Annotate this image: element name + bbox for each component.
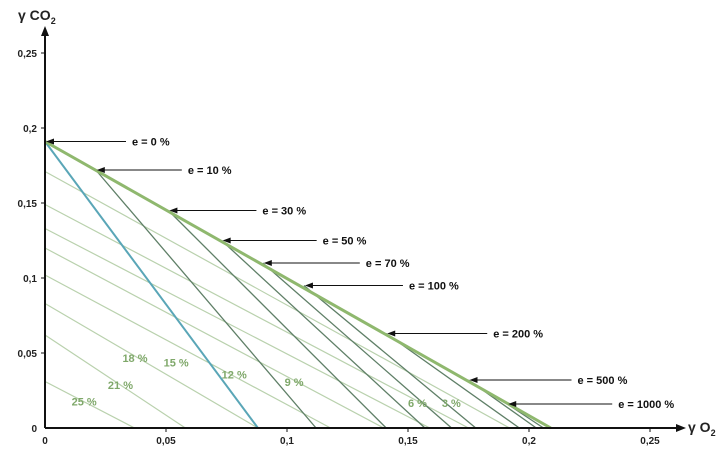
excess-label-e-10: e = 10 % (188, 165, 232, 177)
iso-line-3 (44, 170, 510, 429)
excess-label-e-70: e = 70 % (366, 258, 410, 270)
excess-air-lines (44, 140, 544, 429)
excess-label-e-30: e = 30 % (262, 206, 306, 218)
x-axis-label: γ O2 (688, 419, 716, 438)
y-tick-label-5: 0,25 (18, 49, 38, 60)
excess-label-e-500: e = 500 % (578, 375, 628, 387)
arrow-head-e-50 (222, 237, 231, 244)
excess-label-e-0: e = 0 % (132, 137, 170, 149)
iso-label-6: 6 % (408, 398, 427, 410)
iso-line-25 (44, 380, 135, 429)
excess-label-e-200: e = 200 % (493, 329, 543, 341)
x-tick-label-3: 0,15 (398, 436, 418, 447)
x-tick-label-4: 0,2 (522, 436, 536, 447)
arrow-head-e-1000 (508, 401, 517, 407)
iso-line-15 (44, 274, 331, 429)
axes: 0 0,05 0,1 0,15 0,2 0,25 0 0,05 0,1 0,15 0,2 0,25 γ … (18, 7, 716, 447)
arrow-head-e-500 (469, 377, 478, 383)
iso-label-21: 21 % (108, 380, 133, 392)
iso-label-3: 3 % (442, 398, 461, 410)
excess-line-e-30 (167, 210, 387, 429)
excess-line-e-70 (262, 262, 452, 429)
arrow-head-e-70 (263, 260, 272, 266)
stoichiometric-boundary-line (44, 140, 552, 430)
excess-line-e-50 (221, 240, 426, 429)
iso-label-12: 12 % (222, 370, 247, 382)
x-tick-label-5: 0,25 (640, 436, 660, 447)
boundary-line-layer (44, 140, 552, 430)
arrow-head-e-200 (387, 330, 396, 337)
excess-label-e-100: e = 100 % (409, 281, 459, 293)
iso-line-6 (44, 203, 469, 429)
x-tick-label-1: 0,05 (156, 436, 176, 447)
excess-line-e-10 (95, 169, 317, 429)
x-axis-arrow (676, 424, 686, 432)
iso-label-25: 25 % (72, 397, 97, 409)
iso-label-18: 18 % (122, 353, 147, 365)
excess-label-e-1000: e = 1000 % (618, 399, 674, 411)
y-axis-label: γ CO2 (18, 7, 56, 26)
iso-line-21 (44, 334, 186, 429)
iso-line-12 (44, 247, 385, 429)
excess-label-e-50: e = 50 % (323, 236, 367, 248)
y-tick-label-1: 0,05 (18, 349, 38, 360)
iso-label-15: 15 % (164, 358, 189, 370)
excess-line-e-0 (44, 140, 259, 429)
y-tick-label-3: 0,15 (18, 199, 38, 210)
iso-line-18 (44, 302, 259, 429)
excess-line-e-100 (303, 284, 477, 429)
y-axis-arrow (41, 26, 49, 36)
arrow-head-e-30 (169, 207, 178, 214)
iso-label-9: 9 % (285, 377, 304, 389)
x-tick-label-2: 0,1 (280, 436, 294, 447)
x-tick-label-0: 0 (42, 436, 48, 447)
arrow-head-e-0 (46, 138, 54, 145)
y-tick-label-0: 0 (31, 424, 37, 435)
annotations: 25 % 21 % 18 % 15 % 12 % 9 % 6 % 3 % e = 0 % e = … (46, 137, 674, 411)
y-tick-label-2: 0,1 (23, 274, 37, 285)
iso-co2-lines (44, 170, 510, 429)
arrow-head-e-10 (96, 167, 105, 173)
iso-line-9 (44, 227, 431, 429)
y-tick-label-4: 0,2 (23, 124, 37, 135)
excess-line-e-200 (385, 332, 520, 429)
arrow-head-e-100 (304, 282, 313, 289)
